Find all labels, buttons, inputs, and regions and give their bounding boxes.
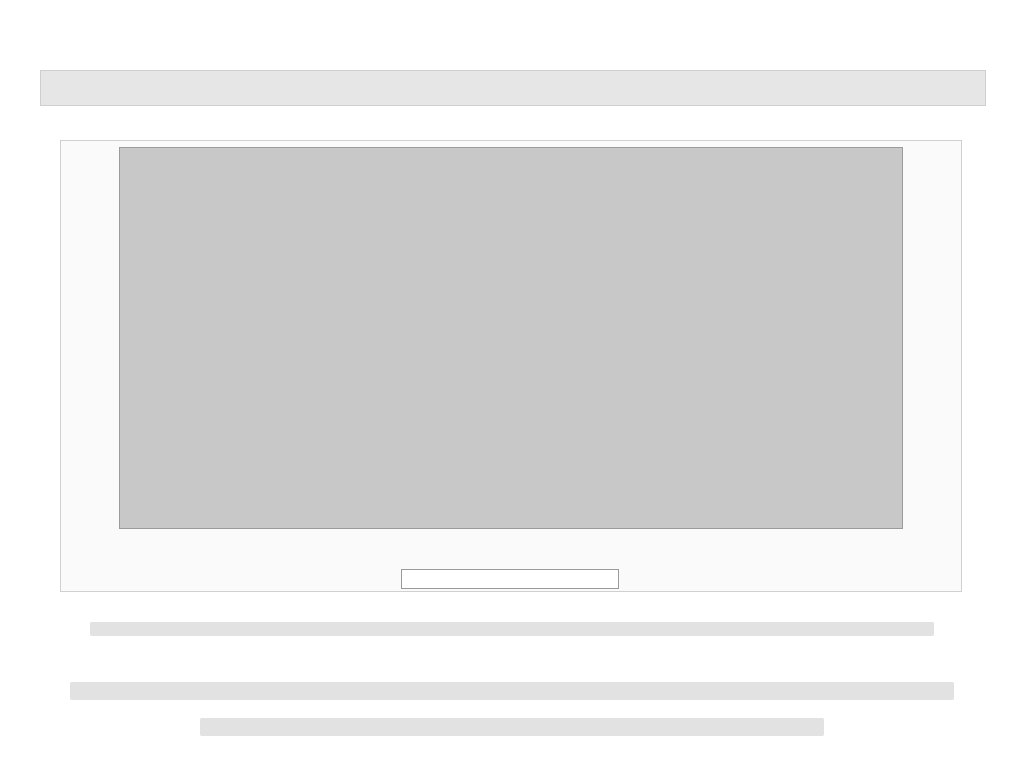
legend [401, 569, 619, 589]
caption-line [90, 622, 934, 636]
text-line-2 [200, 718, 824, 736]
plot-area [119, 147, 903, 529]
chart-area [60, 140, 962, 592]
title-placeholder [40, 70, 986, 106]
text-line-1 [70, 682, 954, 700]
